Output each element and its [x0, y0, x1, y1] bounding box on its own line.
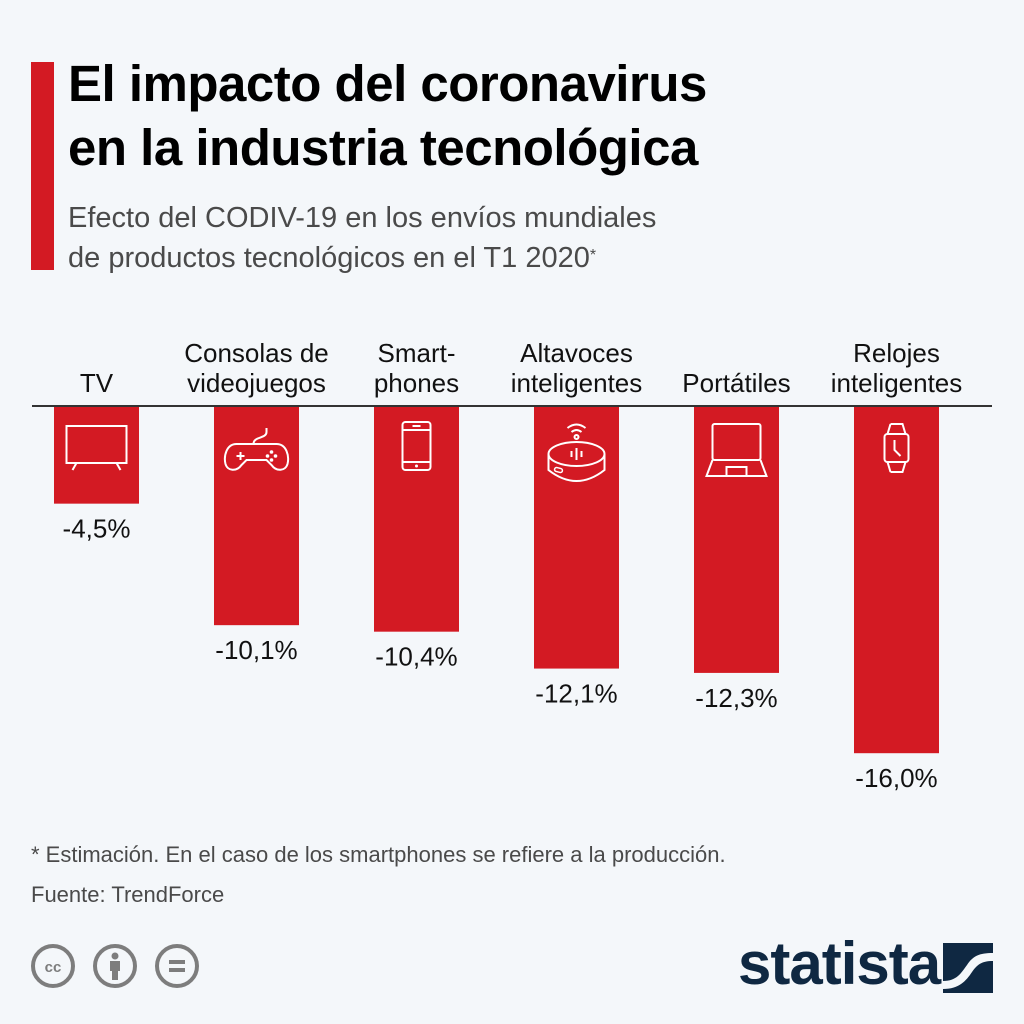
- equals-glyph: [169, 960, 185, 972]
- value-label-1: -10,1%: [215, 635, 297, 665]
- bar-3: [534, 407, 619, 669]
- category-label-5-line-0: Relojes: [853, 338, 940, 368]
- value-label-0: -4,5%: [63, 514, 131, 544]
- no-derivatives-icon[interactable]: [155, 944, 199, 988]
- title-line-1: El impacto del coronavirus: [68, 55, 707, 112]
- chart-title: El impacto del coronavirus en la industr…: [68, 52, 968, 180]
- category-label-1-line-1: videojuegos: [187, 368, 326, 398]
- smartphone-icon: [401, 421, 432, 471]
- value-label-2: -10,4%: [375, 642, 457, 672]
- smartwatch-icon: [883, 423, 910, 473]
- attribution-icon[interactable]: [93, 944, 137, 988]
- cc-icon[interactable]: cc: [31, 944, 75, 988]
- subtitle-line-1: Efecto del CODIV-19 en los envíos mundia…: [68, 202, 657, 234]
- subtitle-line-2: de productos tecnológicos en el T1 2020: [68, 242, 590, 274]
- category-label-4-line-0: Portátiles: [682, 368, 790, 398]
- category-label-3-line-0: Altavoces: [520, 338, 633, 368]
- tv-icon: [65, 425, 128, 471]
- bar-4: [694, 407, 779, 673]
- footnote: * Estimación. En el caso de los smartpho…: [31, 842, 726, 867]
- person-glyph: [110, 952, 120, 980]
- statista-logo-icon[interactable]: [943, 943, 993, 993]
- category-label-2-line-0: Smart-: [378, 338, 456, 368]
- svg-text:cc: cc: [45, 959, 62, 976]
- category-label-1-line-0: Consolas de: [184, 338, 329, 368]
- bar-2: [374, 407, 459, 632]
- value-label-4: -12,3%: [695, 683, 777, 713]
- category-label-2-line-1: phones: [374, 368, 459, 398]
- category-label-3-line-1: inteligentes: [511, 368, 643, 398]
- gamepad-icon: [223, 428, 290, 471]
- value-label-3: -12,1%: [535, 679, 617, 709]
- chart-subtitle: Efecto del CODIV-19 en los envíos mundia…: [68, 198, 968, 278]
- title-accent-bar: [31, 62, 54, 270]
- value-label-5: -16,0%: [855, 763, 937, 793]
- cc-glyph: cc: [45, 959, 62, 976]
- category-label-0-line-0: TV: [80, 368, 114, 398]
- bar-5: [854, 407, 939, 754]
- statista-logo-text[interactable]: statista: [738, 930, 941, 997]
- smart-speaker-icon: [547, 423, 606, 482]
- laptop-icon: [705, 423, 768, 477]
- subtitle-footnote-mark: *: [589, 247, 597, 264]
- category-label-5-line-1: inteligentes: [831, 368, 963, 398]
- bar-0: [54, 407, 139, 504]
- title-line-2: en la industria tecnológica: [68, 119, 698, 176]
- source-text: Fuente: TrendForce: [31, 882, 225, 907]
